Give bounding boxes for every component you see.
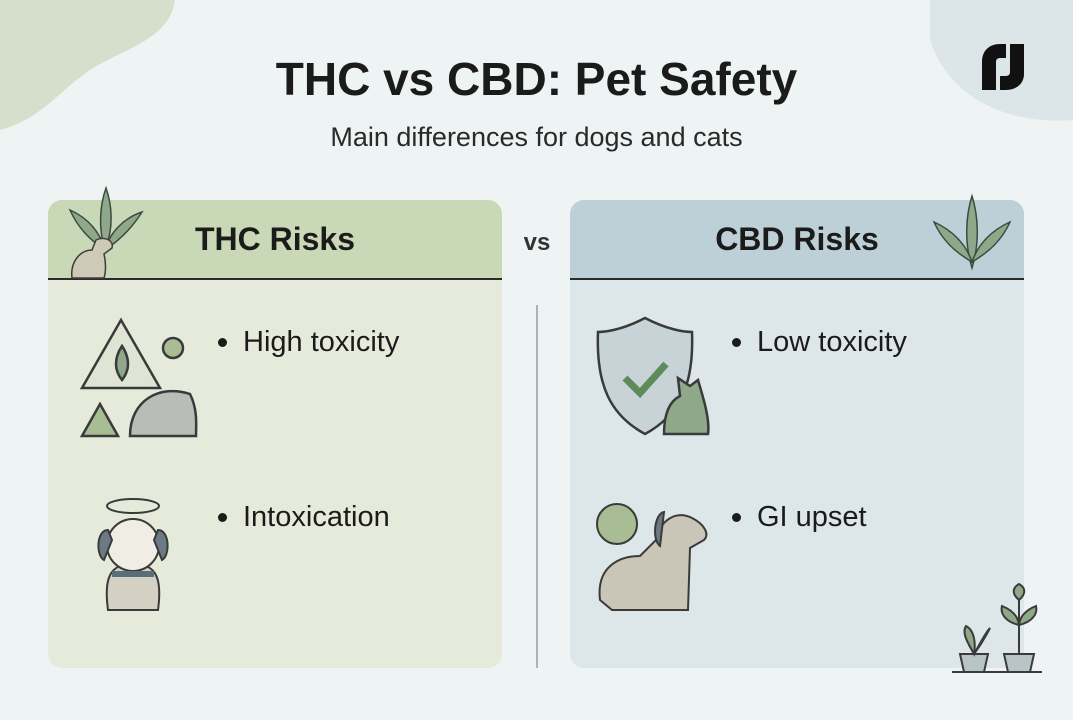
item-text: High toxicity bbox=[243, 326, 400, 358]
item-text: Low toxicity bbox=[757, 326, 907, 358]
vs-label: vs bbox=[523, 229, 551, 256]
list-item: GI upset bbox=[732, 501, 867, 534]
logo bbox=[982, 44, 1024, 90]
list-item: Low toxicity bbox=[732, 326, 907, 359]
item-text: Intoxication bbox=[243, 501, 390, 533]
panel-title: THC Risks bbox=[48, 200, 502, 280]
item-text: GI upset bbox=[757, 501, 867, 533]
list-item: High toxicity bbox=[218, 326, 399, 359]
blob bbox=[930, 0, 1073, 121]
list-item: Intoxication bbox=[218, 501, 390, 534]
subtitle: Main differences for dogs and cats bbox=[330, 122, 743, 152]
panel: CBD Risks Low toxicity GI upset bbox=[570, 200, 1024, 668]
title: THC vs CBD: Pet Safety bbox=[275, 53, 798, 105]
panel-title: CBD Risks bbox=[570, 200, 1024, 280]
blob bbox=[0, 0, 175, 130]
panel: THC Risks High toxicity Intoxication bbox=[48, 200, 502, 668]
